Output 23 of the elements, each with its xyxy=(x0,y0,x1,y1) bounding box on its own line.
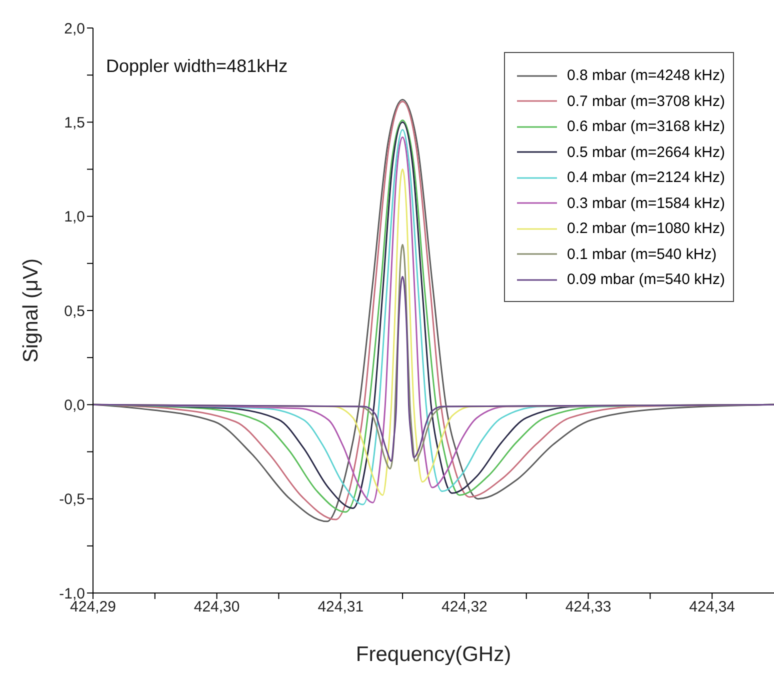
x-tick-label: 424,32 xyxy=(442,598,488,616)
x-tick-label: 424,31 xyxy=(318,598,364,616)
legend-label: 0.1 mbar (m=540 kHz) xyxy=(567,246,717,263)
legend-label: 0.3 mbar (m=1584 kHz) xyxy=(567,194,725,212)
y-tick-label: 1,5 xyxy=(64,114,85,132)
legend-label: 0.6 mbar (m=3168 kHz) xyxy=(567,118,725,136)
legend-label: 0.7 mbar (m=3708 kHz) xyxy=(567,92,725,110)
x-tick-label: 424,30 xyxy=(194,598,240,616)
y-tick-label: 0,5 xyxy=(64,302,85,320)
y-tick-label: -0,5 xyxy=(59,491,85,508)
legend-label: 0.4 mbar (m=2124 kHz) xyxy=(567,169,725,186)
legend-label: 0.5 mbar (m=2664 kHz) xyxy=(567,144,725,161)
y-axis-title: Signal (μV) xyxy=(19,258,42,363)
x-tick-label: 424,34 xyxy=(689,598,736,616)
annotation: Doppler width=481kHz xyxy=(106,56,288,77)
y-tick-label: 1,0 xyxy=(64,208,85,226)
x-tick-label: 424,33 xyxy=(565,598,612,616)
legend-label: 0.2 mbar (m=1080 kHz) xyxy=(567,220,725,238)
y-tick-label: 0,0 xyxy=(64,396,85,414)
y-tick-label: 2,0 xyxy=(64,20,85,38)
legend-label: 0.8 mbar (m=4248 kHz) xyxy=(567,67,725,84)
legend-label: 0.09 mbar (m=540 kHz) xyxy=(567,271,725,288)
x-axis-title: Frequency(GHz) xyxy=(356,643,512,666)
